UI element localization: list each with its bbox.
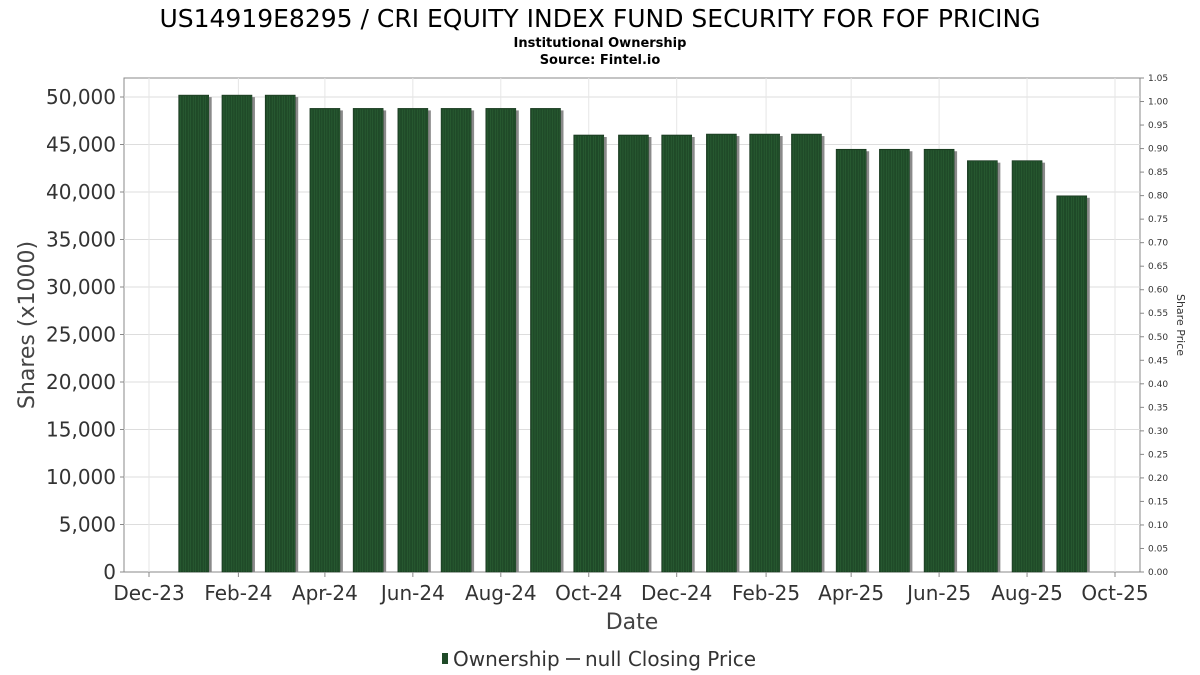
y2-tick-label: 0.10 <box>1148 521 1168 531</box>
y2-axis-title: Share Price <box>1174 294 1187 356</box>
x-axis: Dec-23 Feb-24 Apr-24 Jun-24 Aug-24 Oct-24 Dec-… <box>113 572 1149 605</box>
y2-tick-label: 0.15 <box>1148 497 1168 507</box>
y-tick-label: 30,000 <box>46 275 116 299</box>
bar-ownership <box>573 134 605 573</box>
y-tick-label: 10,000 <box>46 465 116 489</box>
bar-ownership <box>879 148 910 573</box>
bar-ownership <box>352 108 384 573</box>
bar-ownership <box>485 108 517 573</box>
y2-tick-label: 0.25 <box>1148 450 1168 460</box>
bar-ownership <box>221 94 253 573</box>
y2-tick-label: 0.30 <box>1148 427 1168 437</box>
x-tick-label: Feb-24 <box>204 581 272 605</box>
bar-ownership <box>791 133 822 573</box>
x-tick-label: Feb-25 <box>732 581 800 605</box>
x-tick-label: Dec-24 <box>641 581 712 605</box>
chart-subtitle-source: Source: Fintel.io <box>540 53 661 68</box>
bars <box>178 94 1090 573</box>
y2-tick-label: 0.00 <box>1148 568 1168 578</box>
bar-ownership <box>749 133 780 573</box>
x-tick-label: Apr-24 <box>292 581 358 605</box>
bar-ownership <box>923 148 955 573</box>
y-axis: 0 5,000 10,000 15,000 20,000 25,000 30,000 35,0… <box>46 85 124 584</box>
bar-ownership <box>530 108 561 573</box>
y2-tick-label: 0.20 <box>1148 474 1168 484</box>
y2-tick-label: 0.90 <box>1148 145 1168 155</box>
legend: Ownership null Closing Price <box>442 647 756 671</box>
bar-ownership <box>440 108 472 573</box>
x-tick-label: Oct-24 <box>555 581 622 605</box>
x-tick-label: Aug-25 <box>991 581 1063 605</box>
y2-tick-label: 0.35 <box>1148 403 1168 413</box>
y2-tick-label: 0.95 <box>1148 121 1168 131</box>
chart-subtitle-ownership: Institutional Ownership <box>514 36 687 51</box>
y2-axis: 0.00 0.05 0.10 0.15 0.20 0.25 0.30 0.35 0.40 0.45… <box>1140 74 1168 578</box>
y-tick-label: 45,000 <box>46 133 116 157</box>
y2-tick-label: 0.75 <box>1148 215 1168 225</box>
bar-ownership <box>264 94 296 573</box>
y2-tick-label: 0.05 <box>1148 544 1168 554</box>
y2-tick-label: 0.40 <box>1148 380 1168 390</box>
bar-ownership <box>178 94 209 573</box>
bar-ownership <box>1011 160 1043 573</box>
x-tick-label: Jun-25 <box>905 581 971 605</box>
y-tick-label: 20,000 <box>46 370 116 394</box>
bar-ownership <box>967 160 998 573</box>
y-tick-label: 25,000 <box>46 323 116 347</box>
y2-tick-label: 0.50 <box>1148 333 1168 343</box>
y2-tick-label: 0.85 <box>1148 168 1168 178</box>
y2-tick-label: 1.05 <box>1148 74 1168 84</box>
x-tick-label: Oct-25 <box>1081 581 1148 605</box>
bar-ownership <box>661 134 692 573</box>
x-tick-label: Apr-25 <box>818 581 884 605</box>
y2-tick-label: 0.80 <box>1148 192 1168 202</box>
legend-ownership-label: Ownership <box>453 647 560 671</box>
bar-ownership <box>1056 195 1088 573</box>
y2-tick-label: 0.65 <box>1148 262 1168 272</box>
x-tick-label: Jun-24 <box>379 581 445 605</box>
y2-tick-label: 0.55 <box>1148 309 1168 319</box>
y-tick-label: 15,000 <box>46 418 116 442</box>
chart-title: US14919E8295 / CRI EQUITY INDEX FUND SEC… <box>159 4 1040 33</box>
y-tick-label: 50,000 <box>46 85 116 109</box>
y-tick-label: 5,000 <box>59 513 116 537</box>
bar-ownership <box>706 133 737 573</box>
y-axis-title: Shares (x1000) <box>15 241 40 409</box>
y-tick-label: 35,000 <box>46 228 116 252</box>
legend-ownership-swatch <box>442 653 448 664</box>
bar-ownership <box>618 134 649 573</box>
y2-tick-label: 0.70 <box>1148 239 1168 249</box>
bar-ownership <box>835 148 867 573</box>
y2-tick-label: 1.00 <box>1148 98 1168 108</box>
y2-tick-label: 0.60 <box>1148 286 1168 296</box>
x-tick-label: Aug-24 <box>465 581 537 605</box>
legend-price-label: null Closing Price <box>585 647 756 671</box>
y-tick-label: 40,000 <box>46 180 116 204</box>
x-tick-label: Dec-23 <box>113 581 184 605</box>
y2-tick-label: 0.45 <box>1148 356 1168 366</box>
bar-ownership <box>397 108 429 573</box>
x-axis-title: Date <box>606 610 659 635</box>
y-tick-label: 0 <box>103 560 116 584</box>
bar-ownership <box>309 108 341 573</box>
